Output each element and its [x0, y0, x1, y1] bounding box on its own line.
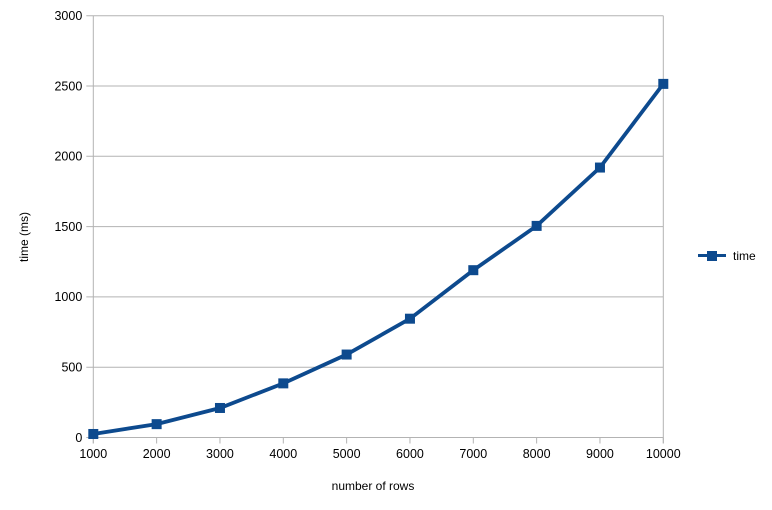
x-tick-label: 10000 — [646, 447, 681, 461]
y-tick-label: 3000 — [54, 9, 82, 23]
y-gridlines-and-labels: 0 500 1000 1500 2000 2500 3000 — [54, 9, 664, 445]
legend-marker-icon — [698, 249, 726, 262]
x-tick-label: 1000 — [79, 447, 107, 461]
series-line-time — [93, 82, 665, 436]
y-tick-label: 0 — [75, 431, 82, 445]
x-tick-label: 9000 — [586, 447, 614, 461]
data-point-marker — [468, 265, 479, 276]
data-point-marker — [404, 313, 415, 324]
legend: time — [698, 248, 756, 263]
data-point-marker — [278, 378, 289, 389]
x-tick-label: 3000 — [206, 447, 234, 461]
x-axis-and-labels: 1000 2000 3000 4000 5000 6000 7000 8000 9000 1000… — [79, 15, 681, 461]
legend-label: time — [733, 248, 756, 263]
y-tick-label: 2000 — [54, 150, 82, 164]
x-tick-label: 5000 — [333, 447, 361, 461]
x-tick-label: 7000 — [459, 447, 487, 461]
x-axis-title: number of rows — [331, 479, 415, 493]
data-point-marker — [151, 419, 162, 430]
data-point-marker — [214, 402, 225, 413]
y-tick-label: 1500 — [54, 220, 82, 234]
x-tick-label: 8000 — [523, 447, 551, 461]
data-point-marker — [88, 428, 99, 439]
data-point-marker — [341, 349, 352, 360]
data-point-marker — [531, 220, 542, 231]
data-point-marker — [594, 162, 605, 173]
y-tick-label: 500 — [61, 361, 82, 375]
y-tick-label: 2500 — [54, 79, 82, 93]
series-markers-time — [88, 78, 669, 439]
y-tick-label: 1000 — [54, 290, 82, 304]
x-tick-label: 2000 — [143, 447, 171, 461]
x-tick-label: 6000 — [396, 447, 424, 461]
y-axis-title: time (ms) — [17, 212, 31, 262]
data-point-marker — [658, 78, 669, 89]
legend-square-marker — [707, 250, 717, 261]
x-tick-label: 4000 — [269, 447, 297, 461]
